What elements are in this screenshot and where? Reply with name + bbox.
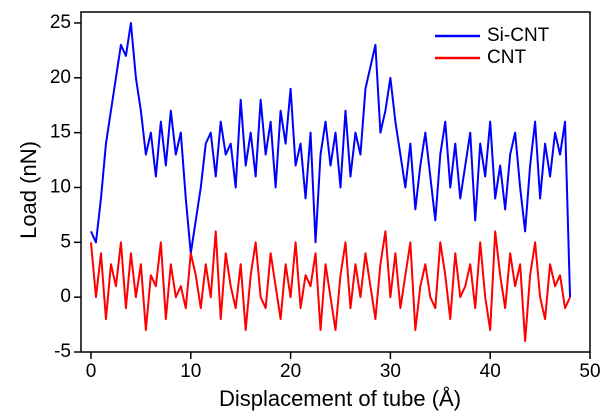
y-tick-label: 15 <box>50 122 71 143</box>
x-tick-label: 20 <box>280 361 301 382</box>
x-axis-label: Displacement of tube (Å) <box>219 386 461 411</box>
y-tick-label: 5 <box>60 231 71 252</box>
x-tick-label: 0 <box>86 361 97 382</box>
legend-label: CNT <box>487 47 526 68</box>
y-tick-label: 10 <box>50 176 71 197</box>
y-axis-label: Load (nN) <box>16 141 41 239</box>
y-tick-label: 25 <box>50 12 71 33</box>
legend-label: Si-CNT <box>487 25 550 46</box>
x-tick-label: 30 <box>380 361 401 382</box>
plot-frame <box>80 11 591 353</box>
y-tick-label: -5 <box>54 341 71 362</box>
x-tick-label: 50 <box>579 361 600 382</box>
y-tick-label: 0 <box>60 286 71 307</box>
y-tick-label: 20 <box>50 67 71 88</box>
series-line <box>90 21 572 298</box>
x-tick-label: 10 <box>180 361 201 382</box>
x-tick-label: 40 <box>480 361 501 382</box>
series-line <box>89 230 571 343</box>
